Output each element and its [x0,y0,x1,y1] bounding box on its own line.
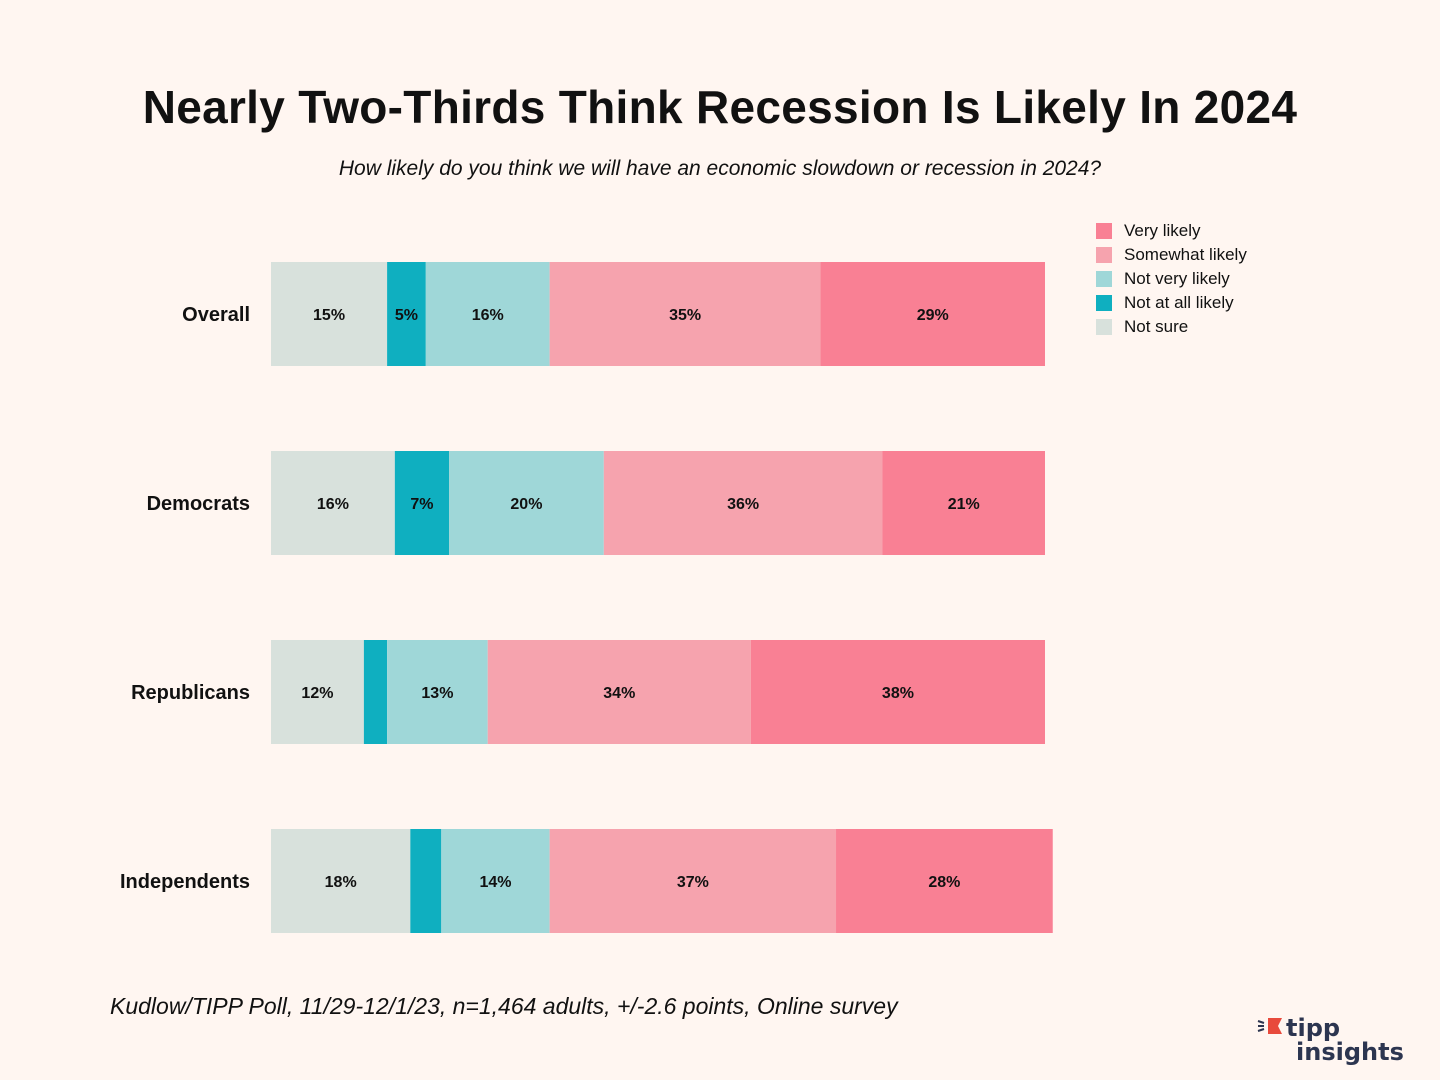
source-footnote: Kudlow/TIPP Poll, 11/29-12/1/23, n=1,464… [110,993,898,1019]
data-label: 14% [479,874,511,891]
data-label: 16% [317,496,349,513]
bar-segment-somewhat-likely [549,829,837,933]
logo-text-insights: insights [1296,1038,1404,1066]
data-label: 15% [313,307,345,324]
bar-segment-not-at-all-likely [387,262,426,366]
legend-swatch [1096,271,1112,287]
legend-item-somewhat-likely: Somewhat likely [1096,243,1247,267]
bar-segment-very-likely [750,640,1045,744]
bar-segment-not-sure [271,829,411,933]
data-label: 12% [301,685,333,702]
bar-segment-somewhat-likely [549,262,821,366]
category-label: Democrats [147,493,250,515]
bar-row-independents: Independents 18% 14% 37% 28% [120,829,1053,933]
bar-segment-not-sure [271,640,364,744]
data-label: 13% [421,685,453,702]
legend-swatch [1096,247,1112,263]
chart-subtitle: How likely do you think we will have an … [338,157,1102,180]
bar-segment-not-sure [271,451,395,555]
logo-speaker-icon [1257,1018,1282,1034]
category-label: Overall [182,304,250,326]
bar-segment-not-at-all-likely [394,451,450,555]
category-label: Republicans [131,682,250,704]
legend: Very likely Somewhat likely Not very likel… [1096,219,1247,339]
data-label: 16% [472,307,504,324]
bar-segment-not-at-all-likely [410,829,442,933]
data-label: 18% [325,874,357,891]
legend-item-very-likely: Very likely [1096,219,1247,243]
bar-segment-not-very-likely [441,829,550,933]
data-label: 5% [395,307,418,324]
legend-item-not-very-likely: Not very likely [1096,267,1247,291]
bar-segment-not-sure [271,262,388,366]
data-label: 35% [669,307,701,324]
data-label: 38% [882,685,914,702]
data-label: 28% [928,874,960,891]
data-label: 20% [510,496,542,513]
bar-segment-not-very-likely [449,451,604,555]
legend-swatch [1096,295,1112,311]
bar-row-democrats: Democrats 16% 7% 20% 36% 21% [147,451,1045,555]
bar-segment-very-likely [882,451,1045,555]
bar-segment-not-very-likely [387,640,488,744]
bar-segment-very-likely [820,262,1045,366]
data-label: 36% [727,496,759,513]
data-label: 34% [603,685,635,702]
legend-label: Not very likely [1124,269,1230,288]
data-label: 37% [677,874,709,891]
data-label: 7% [410,496,433,513]
legend-swatch [1096,223,1112,239]
legend-label: Not at all likely [1124,293,1234,312]
bar-segment-very-likely [836,829,1053,933]
legend-label: Very likely [1124,221,1201,240]
chart-title: Nearly Two-Thirds Think Recession Is Lik… [142,81,1298,133]
legend-item-not-sure: Not sure [1096,315,1247,339]
tipp-insights-logo: tipp insights [1257,1014,1404,1066]
bar-segment-somewhat-likely [487,640,751,744]
bar-row-overall: Overall 15% 5% 16% 35% 29% [182,262,1045,366]
bar-segment-not-very-likely [425,262,550,366]
logo-text-tipp: tipp [1286,1014,1340,1042]
bar-row-republicans: Republicans 12% 13% 34% 38% [131,640,1045,744]
bar-segment-somewhat-likely [603,451,883,555]
legend-swatch [1096,319,1112,335]
data-label: 21% [948,496,980,513]
legend-item-not-at-all-likely: Not at all likely [1096,291,1247,315]
bar-segment-not-at-all-likely [363,640,388,744]
legend-label: Not sure [1124,317,1189,336]
data-label: 29% [917,307,949,324]
legend-label: Somewhat likely [1124,245,1247,264]
category-label: Independents [120,871,250,893]
